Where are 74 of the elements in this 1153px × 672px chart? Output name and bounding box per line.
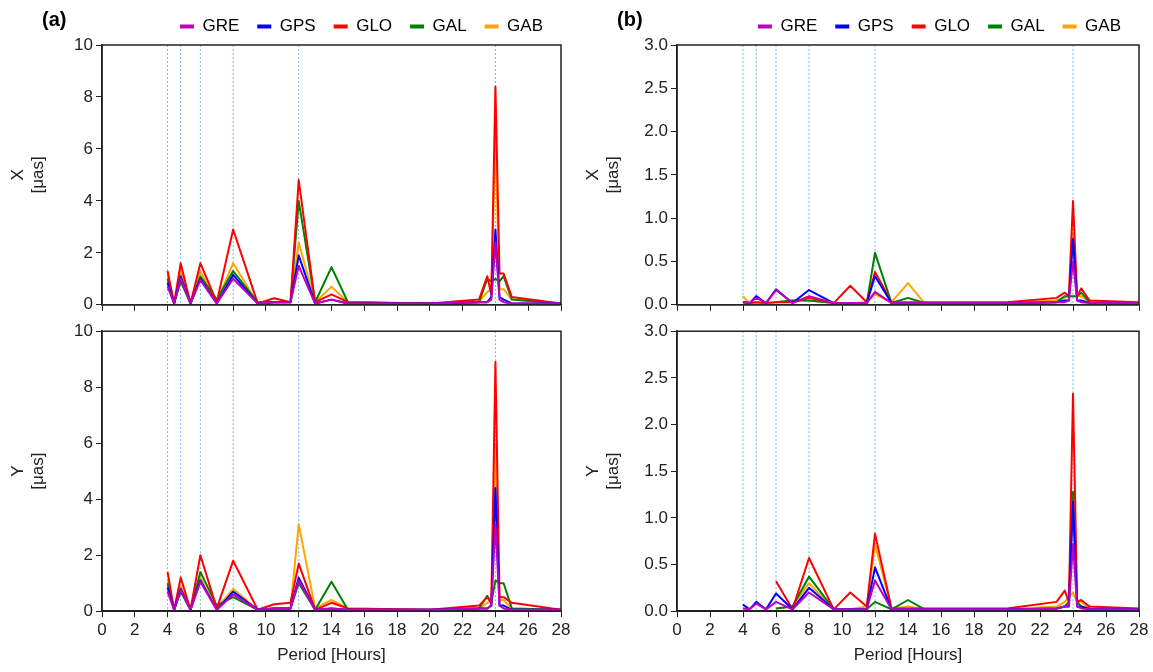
x-tick-label: 18 bbox=[387, 620, 407, 640]
x-tick-label: 26 bbox=[518, 620, 538, 640]
text: (b) bbox=[617, 8, 643, 30]
x-tick-label: 14 bbox=[898, 620, 918, 640]
y-tick-label: 10 bbox=[74, 34, 93, 54]
legend-label: GAB bbox=[1085, 16, 1122, 36]
x-tick-label: 8 bbox=[228, 620, 238, 640]
y-tick-label: 0.5 bbox=[644, 251, 668, 271]
legend-label: GAL bbox=[1010, 16, 1045, 36]
y-axis-title: X [μas] bbox=[7, 156, 48, 194]
x-tick-label: 10 bbox=[832, 620, 852, 640]
x-tick-label: 28 bbox=[551, 620, 571, 640]
y-tick-label: 2.0 bbox=[644, 121, 668, 141]
y-tick-label: 1.5 bbox=[644, 460, 668, 480]
x-tick-label: 20 bbox=[997, 620, 1017, 640]
x-tick-label: 22 bbox=[453, 620, 473, 640]
y-tick-label: 1.0 bbox=[644, 507, 668, 527]
y-tick-label: 8 bbox=[83, 376, 93, 396]
y-tick-label: 2 bbox=[83, 242, 93, 262]
legend-label: GPS bbox=[857, 16, 894, 36]
y-tick-label: 2.5 bbox=[644, 367, 668, 387]
y-tick-label: 0 bbox=[83, 600, 93, 620]
x-tick-label: 18 bbox=[964, 620, 984, 640]
legend-label: GAL bbox=[432, 16, 467, 36]
y-tick-label: 2.0 bbox=[644, 414, 668, 434]
x-tick-label: 26 bbox=[1096, 620, 1116, 640]
x-tick-label: 10 bbox=[256, 620, 276, 640]
legend-label: GPS bbox=[279, 16, 316, 36]
legend-label: GLO bbox=[356, 16, 393, 36]
x-tick-label: 6 bbox=[195, 620, 206, 640]
y-tick-label: 1.5 bbox=[644, 164, 668, 184]
y-axis-title: X [μas] bbox=[582, 156, 623, 194]
y-axis-title: Y [μas] bbox=[7, 452, 48, 490]
y-tick-label: 1.0 bbox=[644, 207, 668, 227]
x-tick-label: 8 bbox=[804, 620, 814, 640]
x-tick-label: 14 bbox=[322, 620, 341, 640]
y-tick-label: 4 bbox=[83, 190, 93, 210]
legend-label: GLO bbox=[934, 16, 971, 36]
x-axis-title: Period [Hours] bbox=[277, 645, 386, 665]
x-tick-label: 28 bbox=[1129, 620, 1149, 640]
x-tick-label: 0 bbox=[97, 620, 107, 640]
x-axis-title: Period [Hours] bbox=[853, 645, 963, 665]
x-tick-label: 4 bbox=[162, 620, 173, 640]
x-tick-label: 12 bbox=[289, 620, 309, 640]
y-tick-label: 3.0 bbox=[644, 34, 668, 54]
y-tick-label: 0.0 bbox=[644, 600, 668, 620]
y-tick-label: 2 bbox=[83, 544, 93, 564]
x-tick-label: 16 bbox=[931, 620, 951, 640]
x-tick-label: 0 bbox=[672, 620, 682, 640]
y-tick-label: 0 bbox=[83, 294, 93, 314]
x-tick-label: 6 bbox=[771, 620, 781, 640]
y-tick-label: 0.0 bbox=[644, 294, 668, 314]
x-tick-label: 2 bbox=[705, 620, 715, 640]
x-tick-label: 16 bbox=[354, 620, 374, 640]
legend-label: GRE bbox=[202, 16, 240, 36]
y-tick-label: 4 bbox=[83, 488, 93, 508]
y-tick-label: 6 bbox=[83, 432, 93, 452]
x-tick-label: 2 bbox=[130, 620, 140, 640]
y-axis-title: Y [μas] bbox=[582, 452, 623, 490]
x-tick-label: 20 bbox=[420, 620, 440, 640]
y-tick-label: 10 bbox=[74, 320, 93, 340]
x-tick-label: 4 bbox=[738, 620, 748, 640]
y-tick-label: 3.0 bbox=[644, 320, 668, 340]
x-tick-label: 12 bbox=[865, 620, 885, 640]
x-tick-label: 22 bbox=[1030, 620, 1050, 640]
x-tick-label: 24 bbox=[485, 620, 505, 640]
legend-label: GAB bbox=[507, 16, 544, 36]
legend-label: GRE bbox=[780, 16, 818, 36]
y-tick-label: 2.5 bbox=[644, 77, 668, 97]
y-tick-label: 8 bbox=[83, 86, 93, 106]
text: (a) bbox=[42, 8, 67, 30]
y-tick-label: 0.5 bbox=[644, 554, 668, 574]
x-tick-label: 24 bbox=[1063, 620, 1083, 640]
y-tick-label: 6 bbox=[83, 138, 93, 158]
